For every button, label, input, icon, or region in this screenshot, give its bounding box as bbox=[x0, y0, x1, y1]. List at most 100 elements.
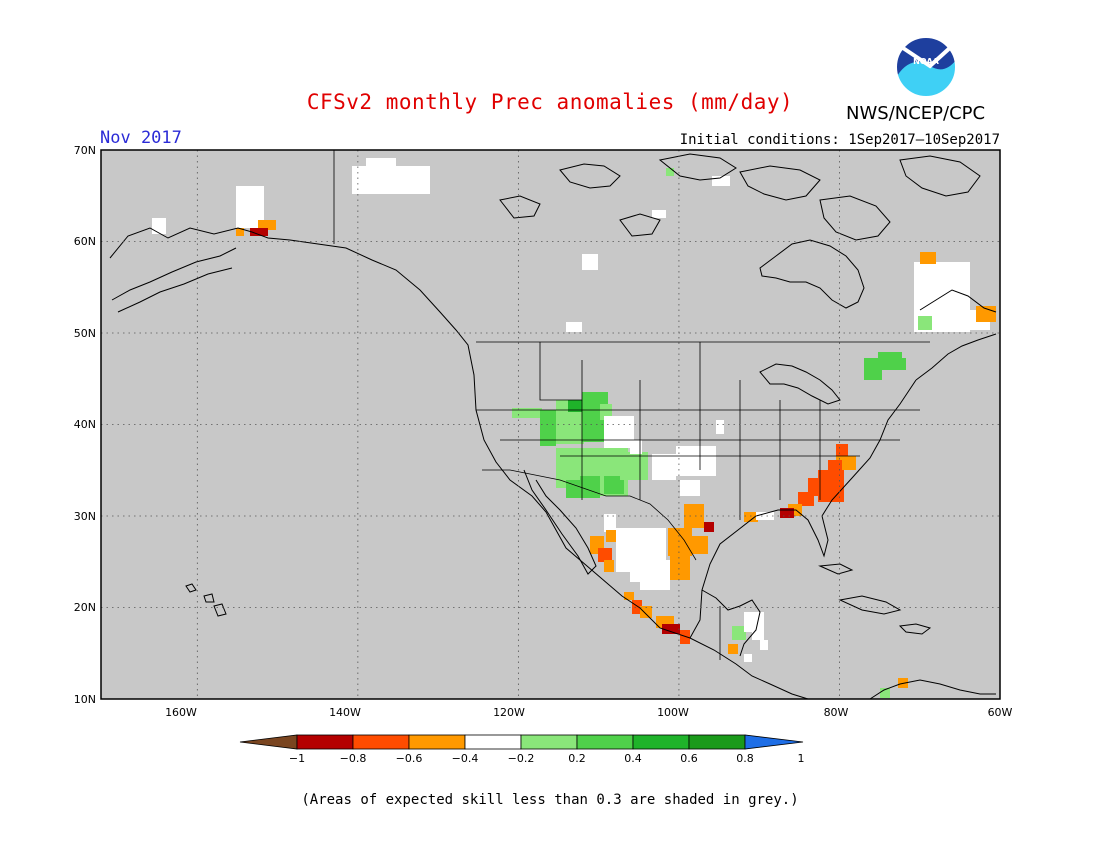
anomaly-cell bbox=[640, 560, 670, 590]
colorbar-label-0.6: 0.6 bbox=[680, 752, 698, 765]
colorbar-label-1: 1 bbox=[797, 752, 805, 765]
lon-label-160w: 160W bbox=[165, 706, 197, 719]
anomaly-cell bbox=[836, 444, 848, 458]
anomaly-cell bbox=[366, 158, 396, 168]
anomaly-cell bbox=[236, 228, 244, 236]
colorbar-label-neg0.6: −0.6 bbox=[395, 752, 423, 765]
lat-label-50n: 50N bbox=[73, 327, 96, 340]
anomaly-cell bbox=[352, 166, 430, 194]
coastlines bbox=[109, 153, 997, 700]
colorbar-label-neg0.4: −0.4 bbox=[451, 752, 479, 765]
anomaly-cell bbox=[666, 168, 674, 176]
anomaly-cell bbox=[918, 316, 932, 330]
lon-label-80w: 80W bbox=[823, 706, 849, 719]
anomaly-cell bbox=[668, 528, 692, 556]
anomaly-cell bbox=[540, 410, 556, 446]
colorbar-swatch bbox=[408, 734, 466, 750]
anomaly-cell bbox=[662, 624, 680, 634]
anomaly-cell bbox=[808, 478, 822, 496]
anomaly-cell bbox=[950, 290, 970, 330]
anomaly-cell bbox=[798, 492, 814, 506]
anomaly-cell bbox=[624, 592, 634, 600]
anomaly-cell bbox=[680, 630, 690, 644]
lat-label-40n: 40N bbox=[73, 418, 96, 431]
anomaly-cell bbox=[630, 570, 642, 582]
anomaly-cell bbox=[152, 218, 166, 234]
lat-label-30n: 30N bbox=[73, 510, 96, 523]
anomaly-cell bbox=[566, 480, 580, 498]
colorbar-swatch bbox=[576, 734, 634, 750]
colorbar-swatch bbox=[520, 734, 578, 750]
colorbar-swatch bbox=[296, 734, 354, 750]
anomaly-cell bbox=[692, 536, 708, 554]
anomaly-cell bbox=[258, 220, 276, 230]
anomaly-cell bbox=[744, 654, 752, 662]
anomaly-cell bbox=[702, 456, 714, 466]
anomaly-cell bbox=[604, 416, 634, 448]
anomaly-cell bbox=[732, 626, 746, 640]
anomaly-cells bbox=[152, 158, 996, 698]
anomaly-cell bbox=[744, 512, 758, 522]
anomaly-cell bbox=[670, 556, 690, 580]
map-frame bbox=[100, 149, 1001, 700]
colorbar-label-neg0.2: −0.2 bbox=[507, 752, 535, 765]
political-borders bbox=[333, 150, 930, 660]
lon-label-120w: 120W bbox=[493, 706, 525, 719]
anomaly-cell bbox=[512, 408, 542, 418]
anomaly-cell bbox=[780, 508, 794, 518]
colorbar-label-0.4: 0.4 bbox=[624, 752, 642, 765]
organization-label: NWS/NCEP/CPC bbox=[846, 103, 986, 124]
colorbar-arrow-low bbox=[239, 734, 298, 750]
anomaly-cell bbox=[256, 186, 264, 196]
anomaly-cell bbox=[620, 452, 648, 480]
colorbar-swatch bbox=[688, 734, 746, 750]
lat-label-20n: 20N bbox=[73, 601, 96, 614]
lon-label-140w: 140W bbox=[329, 706, 361, 719]
lat-label-70n: 70N bbox=[73, 144, 96, 157]
anomaly-cell bbox=[712, 176, 730, 186]
anomaly-cell bbox=[652, 210, 666, 218]
anomaly-cell bbox=[920, 252, 936, 264]
anomaly-cell bbox=[632, 600, 642, 614]
anomaly-cell bbox=[756, 512, 774, 520]
anomaly-cell bbox=[728, 644, 738, 654]
anomaly-cell bbox=[604, 514, 616, 532]
colorbar-label-0.2: 0.2 bbox=[568, 752, 586, 765]
lat-label-60n: 60N bbox=[73, 235, 96, 248]
colorbar-label-neg0.8: −0.8 bbox=[339, 752, 367, 765]
lat-label-10n: 10N bbox=[73, 693, 96, 706]
colorbar-swatch bbox=[352, 734, 410, 750]
colorbar-label-0.8: 0.8 bbox=[736, 752, 754, 765]
lon-label-100w: 100W bbox=[657, 706, 689, 719]
colorbar-swatch bbox=[464, 734, 522, 750]
anomaly-cell bbox=[752, 628, 764, 640]
anomaly-cell bbox=[606, 530, 616, 542]
anomaly-cell bbox=[568, 400, 582, 412]
anomaly-cell bbox=[716, 420, 724, 434]
map-title: CFSv2 monthly Prec anomalies (mm/day) bbox=[306, 90, 794, 114]
colorbar-label-neg1: −1 bbox=[288, 752, 306, 765]
anomaly-cell bbox=[630, 440, 642, 454]
anomaly-cell bbox=[878, 352, 902, 360]
anomaly-cell bbox=[566, 322, 582, 332]
anomaly-cell bbox=[582, 254, 598, 270]
anomaly-cell bbox=[680, 480, 700, 496]
anomaly-cell bbox=[864, 358, 906, 370]
anomaly-cell bbox=[598, 548, 612, 562]
colorbar bbox=[239, 734, 804, 750]
colorbar-arrow-high bbox=[744, 734, 804, 750]
anomaly-cell bbox=[652, 454, 676, 480]
anomaly-cell bbox=[880, 688, 890, 698]
colorbar-swatch bbox=[632, 734, 690, 750]
anomaly-cell bbox=[704, 522, 714, 532]
anomaly-cell bbox=[250, 228, 268, 236]
anomaly-cell bbox=[580, 476, 600, 498]
skill-footnote: (Areas of expected skill less than 0.3 a… bbox=[301, 792, 799, 808]
anomaly-cell bbox=[760, 640, 768, 650]
anomaly-cell bbox=[684, 504, 704, 528]
initial-conditions: Initial conditions: 1Sep2017–10Sep2017 bbox=[679, 132, 1000, 148]
anomaly-cell bbox=[604, 476, 624, 494]
lon-label-60w: 60W bbox=[987, 706, 1013, 719]
